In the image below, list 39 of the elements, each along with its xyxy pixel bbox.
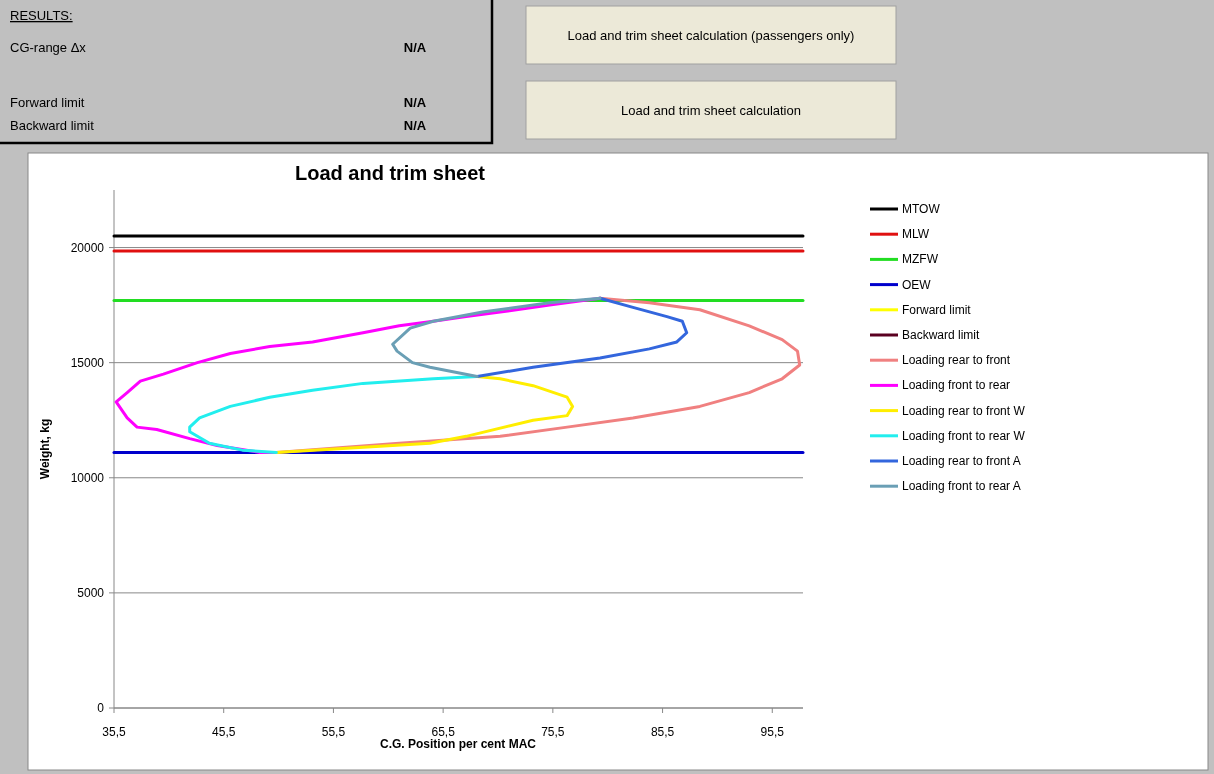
x-tick-label: 55,5 — [321, 725, 346, 739]
text: N/A — [403, 118, 427, 133]
y-tick-label: 5000 — [77, 585, 105, 600]
x-tick-label: 85,5 — [650, 725, 675, 739]
legend-label: MLW — [902, 227, 930, 242]
chart-title: Load and trim sheet — [294, 162, 486, 184]
x-tick-label: 35,5 — [102, 725, 126, 739]
y-tick-label: 0 — [97, 701, 105, 715]
legend-label: Backward limit — [902, 328, 981, 342]
legend-label: MTOW — [902, 202, 941, 216]
text: RESULTS: — [10, 8, 73, 23]
legend-label: Loading front to rear A — [902, 479, 1021, 494]
x-tick-label: 45,5 — [212, 725, 236, 739]
text: Load and trim sheet calculation (passengers only) — [567, 28, 855, 43]
category-label: Forward limit — [10, 95, 85, 110]
y-tick-label: 20000 — [70, 240, 105, 255]
y-tick-label: 10000 — [70, 470, 105, 485]
x-tick-label: 75,5 — [541, 725, 565, 739]
legend-label: Loading front to rear — [902, 378, 1011, 393]
category-label: CG-range Δx — [10, 40, 87, 55]
legend-label: MZFW — [902, 252, 939, 267]
x-tick-label: 65,5 — [431, 725, 456, 739]
line-series — [391, 296, 602, 378]
legend-label: Loading rear to front W — [902, 403, 1026, 418]
y-axis-title: Weight, kg — [38, 418, 52, 480]
text: N/A — [403, 95, 427, 110]
line-series — [475, 296, 689, 378]
y-tick-label: 15000 — [70, 355, 105, 370]
text: N/A — [403, 40, 427, 55]
x-axis-title: C.G. Position per cent MAC — [379, 737, 537, 751]
x-tick-label: 95,5 — [760, 725, 785, 739]
legend-label: Forward limit — [902, 302, 972, 317]
legend-label: Loading rear to front A — [902, 454, 1021, 468]
legend-label: Loading rear to front — [902, 353, 1011, 368]
category-label: Backward limit — [10, 118, 95, 133]
legend-label: OEW — [902, 277, 932, 292]
legend-label: Loading front to rear W — [902, 428, 1026, 443]
line-series — [274, 374, 575, 454]
text: Load and trim sheet calculation — [621, 103, 801, 118]
